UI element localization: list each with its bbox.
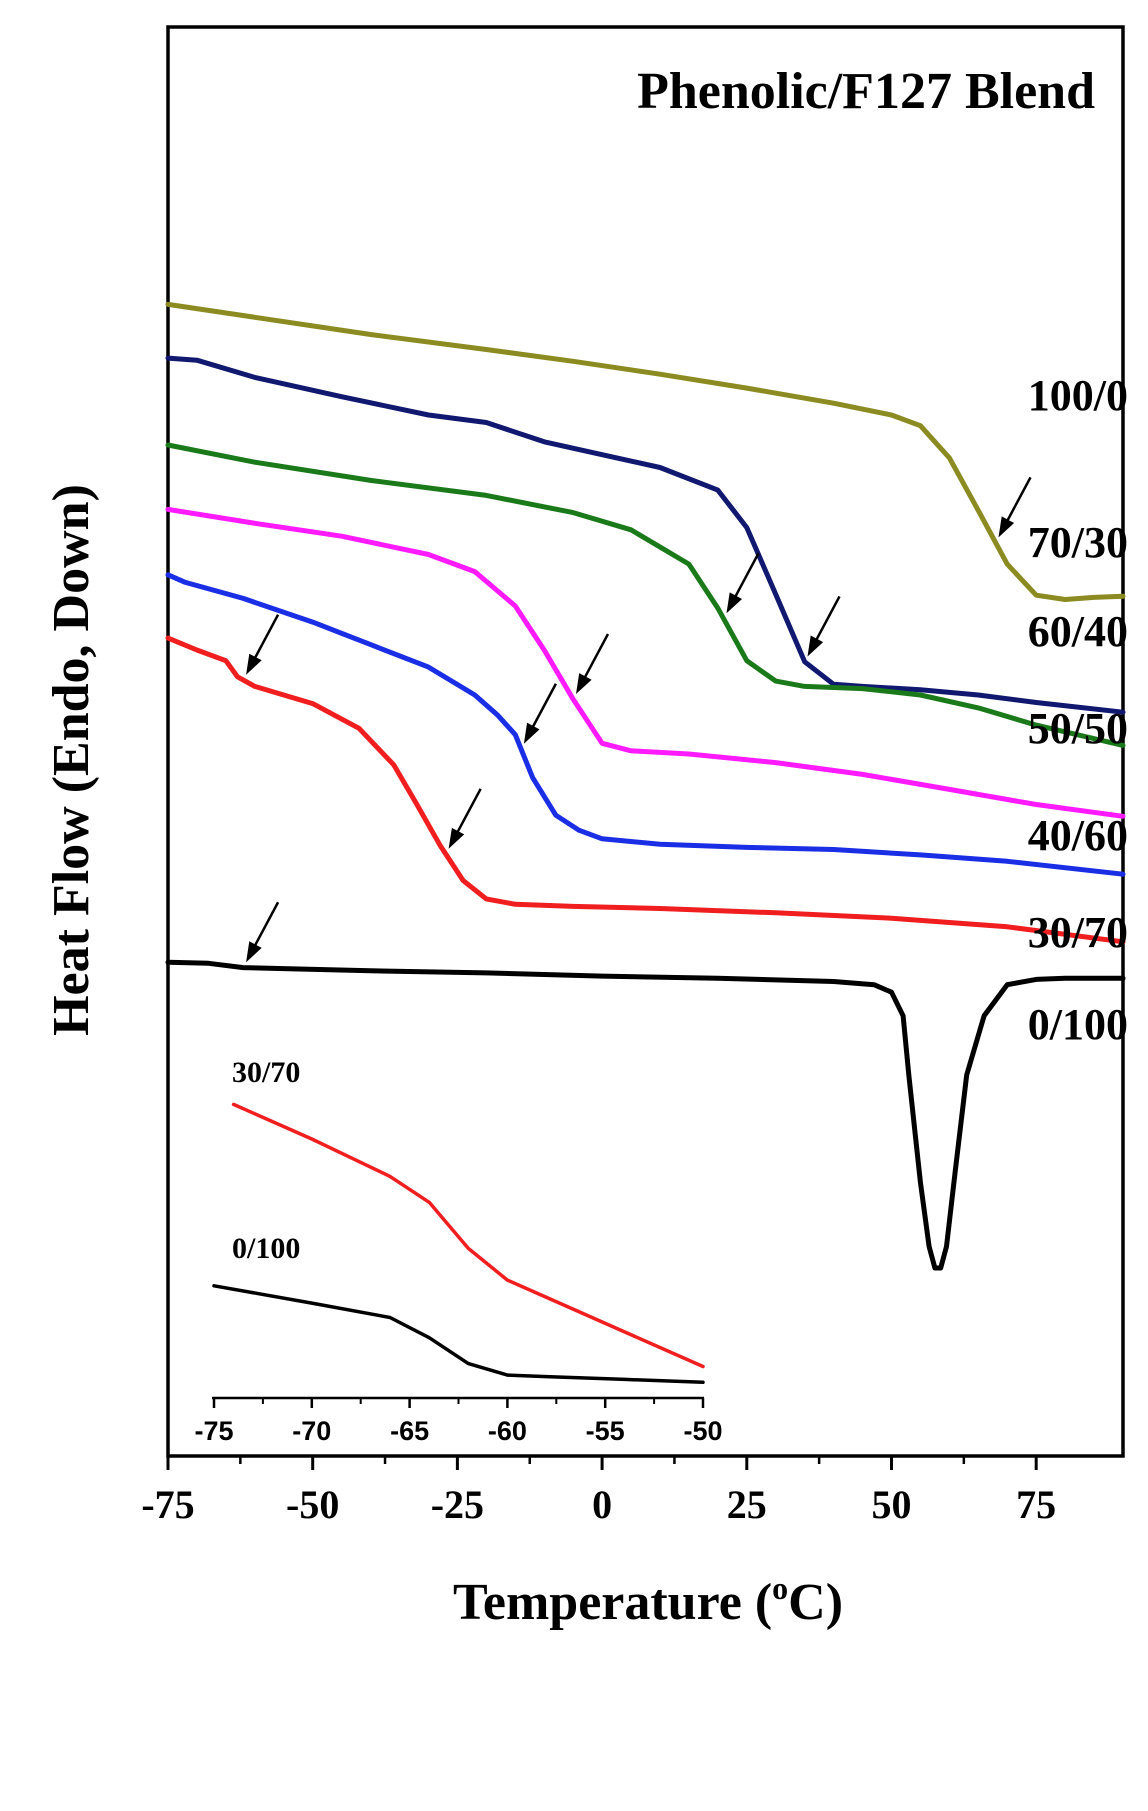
inset-series-labels: 30/70 0/100 [232,1056,300,1265]
series-label: 0/100 [1028,1000,1128,1049]
series-label: 30/70 [1028,908,1128,957]
x-axis-label-tail: C) [788,1574,843,1631]
y-axis-label: Heat Flow (Endo, Down) [43,484,100,1036]
x-axis-ticks: -75 -50 -25 0 25 50 75 [141,1456,1056,1527]
x-tick-label: 50 [871,1482,911,1527]
inset-series-lines [212,1102,705,1385]
series-line-60-40 [165,442,1126,748]
series-line-0-100 [165,959,1126,1271]
series-line-30-70 [165,635,1126,945]
inset-series-label: 30/70 [232,1056,300,1089]
series-label: 40/60 [1028,811,1128,860]
x-axis-label: Temperature (oC) [453,1570,843,1631]
x-tick-label: -25 [431,1482,484,1527]
tg-arrow [998,476,1032,538]
inset-chart: -75 -70 -65 -60 -55 -50 30/70 0/100 [194,1056,722,1446]
inset-series-line-0-100 [212,1284,705,1385]
series-label: 50/50 [1028,704,1128,753]
series-lines [165,301,1126,1271]
series-labels: 100/0 70/30 60/40 50/50 40/60 30/70 0/100 [1028,371,1128,1049]
series-label: 60/40 [1028,607,1128,656]
inset-x-tick-label: -60 [488,1416,527,1446]
tg-arrow [807,595,841,657]
series-line-70-30 [165,355,1126,715]
inset-x-tick-label: -50 [683,1416,722,1446]
inset-x-tick-label: -75 [194,1416,233,1446]
tg-arrow [523,683,557,744]
inset-x-tick-label: -70 [292,1416,331,1446]
inset-x-tick-label: -55 [586,1416,625,1446]
tg-arrow [246,614,280,675]
x-tick-label: -50 [286,1482,339,1527]
series-label: 70/30 [1028,518,1128,567]
inset-series-label: 0/100 [232,1232,300,1265]
series-line-100-0 [165,301,1126,602]
plot-frame [166,25,1125,1458]
inset-x-tick-label: -65 [390,1416,429,1446]
x-tick-label: 25 [727,1482,767,1527]
tg-arrow [576,633,610,694]
x-tick-label: 0 [592,1482,612,1527]
chart-title: Phenolic/F127 Blend [637,63,1095,120]
x-tick-label: -75 [141,1482,194,1527]
tg-arrow [246,901,280,963]
series-line-50-50 [165,506,1126,819]
series-line-40-60 [165,572,1126,877]
tg-arrow [726,552,760,614]
inset-series-line-30-70 [231,1102,705,1369]
series-label: 100/0 [1028,371,1128,420]
x-tick-label: 75 [1016,1482,1056,1527]
tg-arrows [246,476,1032,963]
tg-arrow [448,788,482,849]
inset-x-ticks: -75 -70 -65 -60 -55 -50 [194,1398,723,1446]
x-axis-label-superscript: o [772,1570,788,1606]
x-axis-label-main: Temperature ( [453,1574,772,1631]
